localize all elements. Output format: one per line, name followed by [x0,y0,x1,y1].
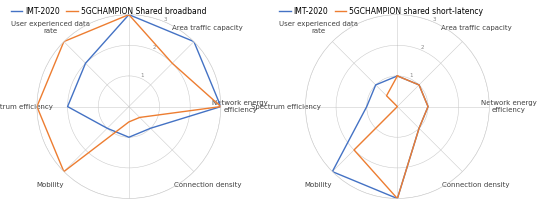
Legend: IMT-2020, 5GCHAMPION Shared broadband: IMT-2020, 5GCHAMPION Shared broadband [8,4,209,19]
Legend: IMT-2020, 5GCHAMPION shared short-latency: IMT-2020, 5GCHAMPION shared short-latenc… [276,4,486,19]
